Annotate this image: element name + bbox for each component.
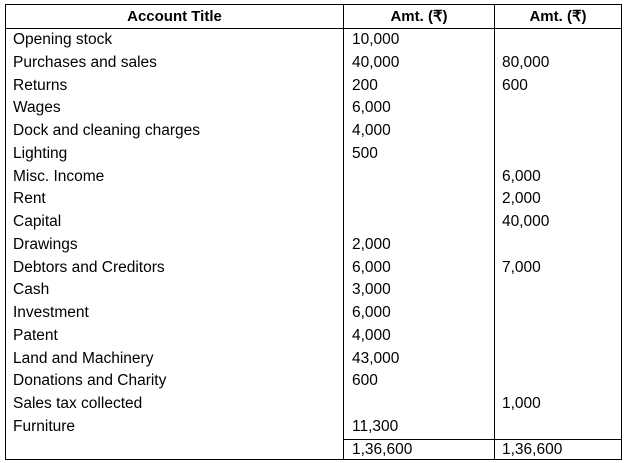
row-account-title: Capital [13, 213, 62, 230]
row-debit-amount: 500 [352, 144, 378, 162]
row-credit-amount: 6,000 [502, 167, 541, 185]
row-debit-amount: 11,300 [352, 417, 399, 435]
row-account-title: Misc. Income [13, 167, 105, 185]
total-divider [343, 439, 621, 440]
row-credit-amount: 2,000 [502, 190, 541, 208]
row-debit-amount: 4,000 [352, 326, 391, 344]
row-account-title: Cash [13, 281, 50, 299]
row-account-title: Debtors and Creditors [13, 258, 165, 276]
row-debit-amount: 4,000 [352, 122, 391, 139]
row-account-title: Sales tax collected [13, 395, 143, 412]
row-account-title: Investment [13, 304, 89, 321]
row-credit-amount: 80,000 [502, 53, 550, 71]
row-account-title: Wages [13, 99, 61, 117]
row-credit-amount: 1,000 [502, 395, 541, 412]
header-amount-credit: Amt. (₹) [529, 8, 587, 25]
row-account-title: Patent [13, 326, 58, 344]
row-debit-amount: 2,000 [352, 235, 391, 253]
row-debit-amount: 40,000 [352, 53, 400, 71]
row-debit-amount: 600 [352, 372, 378, 390]
row-credit-amount: 40,000 [502, 213, 550, 230]
row-account-title: Furniture [13, 417, 76, 435]
row-debit-amount: 6,000 [352, 99, 391, 117]
row-account-title: Returns [13, 76, 68, 94]
row-credit-amount: 600 [502, 76, 528, 94]
row-debit-amount: 6,000 [352, 304, 391, 321]
row-account-title: Rent [13, 190, 46, 208]
column-divider [343, 5, 344, 459]
header-amount-debit: Amt. (₹) [390, 8, 448, 25]
row-account-title: Purchases and sales [13, 53, 157, 71]
header-account-title: Account Title [127, 8, 222, 25]
row-debit-amount: 3,000 [352, 281, 391, 299]
row-account-title: Dock and cleaning charges [13, 122, 200, 139]
row-credit-amount: 7,000 [502, 258, 541, 276]
total-debit: 1,36,600 [352, 441, 413, 458]
row-debit-amount: 10,000 [352, 31, 400, 48]
trial-balance-table: Account Title Amt. (₹) Amt. (₹) Opening … [5, 4, 622, 460]
row-debit-amount: 6,000 [352, 258, 391, 276]
row-account-title: Opening stock [13, 31, 113, 48]
row-account-title: Drawings [13, 235, 78, 253]
row-debit-amount: 43,000 [352, 349, 400, 367]
row-account-title: Land and Machinery [13, 349, 154, 367]
row-account-title: Lighting [13, 144, 68, 162]
row-debit-amount: 200 [352, 76, 378, 94]
header-divider [6, 28, 621, 29]
row-account-title: Donations and Charity [13, 372, 167, 390]
total-credit: 1,36,600 [502, 441, 563, 458]
column-divider [494, 5, 495, 459]
